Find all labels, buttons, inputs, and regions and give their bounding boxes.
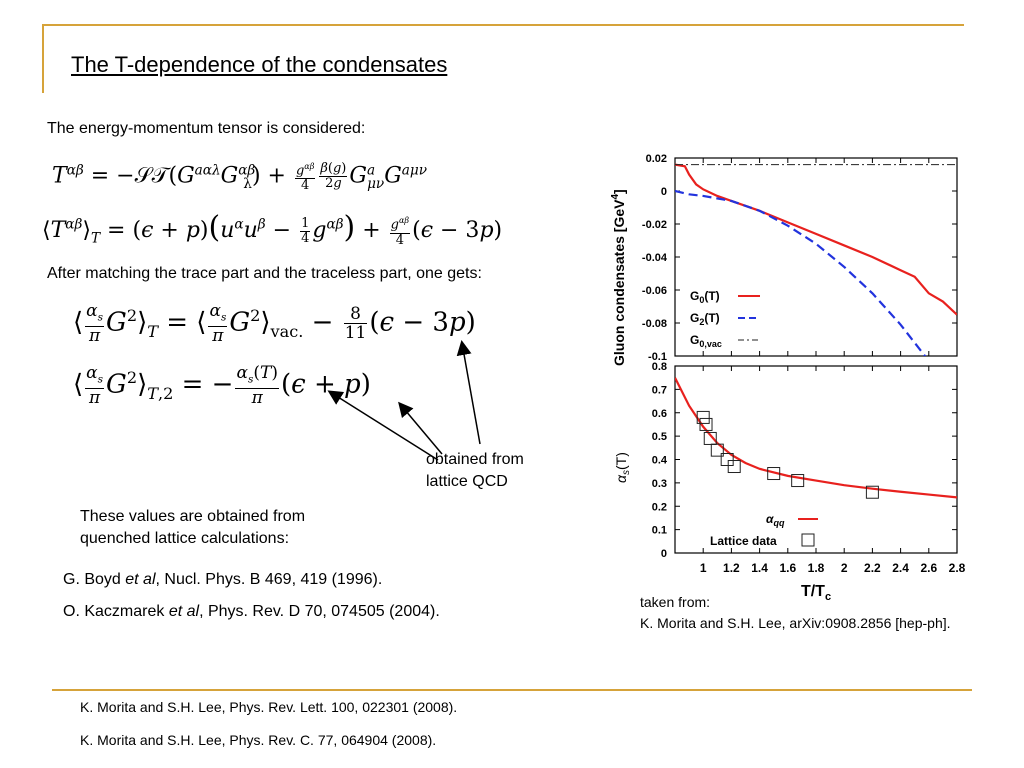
footer-rule <box>52 689 972 691</box>
y-tick-label: 0.2 <box>652 501 667 513</box>
y-tick-label: -0.06 <box>642 285 667 297</box>
lattice-data-point <box>696 410 710 424</box>
y-tick-label: 0 <box>661 548 667 560</box>
legend-label: Lattice data <box>710 534 777 548</box>
y-tick-label: -0.1 <box>648 351 667 363</box>
legend-label: G0(T) <box>690 289 720 305</box>
reference-kaczmarek: O. Kaczmarek et al, Phys. Rev. D 70, 074… <box>63 603 440 620</box>
x-tick-label: 2.2 <box>864 561 881 575</box>
lattice-data-point <box>865 485 879 499</box>
x-tick-label: 1.6 <box>779 561 796 575</box>
y-axis-label: Gluon condensates [GeV4] <box>610 189 627 366</box>
y-tick-label: 0.02 <box>646 153 667 165</box>
condensate-figure: 0.02 0 -0.02 -0.04 -0.06 -0.08 -0.10.8 0.7 0.6 0.… <box>610 153 966 603</box>
equation-condensate-t2: ⟨ αs π G2⟩T,2 = − αs(T) π (ϵ + p) <box>73 363 371 409</box>
legend-label: G2(T) <box>690 311 720 327</box>
y-tick-label: 0.8 <box>652 361 667 373</box>
y-tick-label: 0.3 <box>652 478 667 490</box>
y-tick-label: 0.6 <box>652 408 667 420</box>
quenched-note: These values are obtained from quenched … <box>80 508 306 547</box>
legend-swatch <box>801 533 815 547</box>
lattice-data-point <box>703 431 717 445</box>
y-tick-label: 0.1 <box>652 525 667 537</box>
plot-frame-1 <box>674 365 958 554</box>
title-accent-bar <box>42 24 44 93</box>
figure-source: taken from: K. Morita and S.H. Lee, arXi… <box>640 594 951 631</box>
intro-text: The energy-momentum tensor is considered… <box>47 120 366 137</box>
legend-label: αqq <box>766 512 785 528</box>
y-tick-label: 0.7 <box>652 384 667 396</box>
series-line-g2t <box>675 189 927 356</box>
footnote-prc: K. Morita and S.H. Lee, Phys. Rev. C. 77… <box>80 732 437 748</box>
series-line-g0t <box>675 163 957 316</box>
arrow-label: obtained from lattice QCD <box>426 451 524 490</box>
lattice-data-point <box>720 453 734 466</box>
x-tick-label: 2.8 <box>949 561 966 575</box>
y-tick-label: 0.5 <box>652 431 667 443</box>
footnote-prl: K. Morita and S.H. Lee, Phys. Rev. Lett.… <box>80 699 458 715</box>
x-axis-label: T/Tc <box>801 583 831 603</box>
top-rule <box>42 24 964 26</box>
lattice-data-point <box>767 467 781 481</box>
equation-tensor: Tαβ = −𝒮𝒯(GaαλGαβλ) + gαβ 4 β(g) 2g GaμνGaμν <box>52 161 428 194</box>
x-tick-label: 2 <box>841 561 848 575</box>
series-line-qq <box>675 377 957 499</box>
legend-label: G0,vac <box>690 333 722 349</box>
y-tick-label: 0 <box>661 186 667 198</box>
lattice-data-point <box>791 474 805 488</box>
x-tick-label: 1.4 <box>751 561 768 575</box>
reference-boyd: G. Boyd et al, Nucl. Phys. B 469, 419 (1… <box>63 571 383 588</box>
lattice-data-point <box>727 460 741 474</box>
equation-expectation: ⟨Tαβ⟩T = (ϵ + p)(uαuβ − 1 4 gαβ) + gαβ 4 (ϵ … <box>42 210 503 248</box>
slide-title: The T-dependence of the condensates <box>71 52 448 77</box>
matching-text: After matching the trace part and the tr… <box>47 265 482 282</box>
x-tick-label: 2.4 <box>892 561 909 575</box>
y-axis-label: αs(T) <box>613 452 632 483</box>
y-tick-label: -0.02 <box>642 219 667 231</box>
y-tick-label: 0.4 <box>652 455 668 467</box>
lattice-data-point <box>710 443 724 457</box>
plot-frame-0 <box>674 157 958 357</box>
x-tick-label: 2.6 <box>920 561 937 575</box>
x-tick-label: 1.8 <box>808 561 825 575</box>
y-tick-label: -0.04 <box>642 252 668 264</box>
lattice-data-point <box>699 417 713 431</box>
x-tick-label: 1 <box>700 561 707 575</box>
y-tick-label: -0.08 <box>642 318 667 330</box>
equation-condensate-t: ⟨ αs π G2⟩T = ⟨ αs π G2⟩vac. − 8 11 (ϵ − 3p) <box>73 301 476 347</box>
x-tick-label: 1.2 <box>723 561 740 575</box>
